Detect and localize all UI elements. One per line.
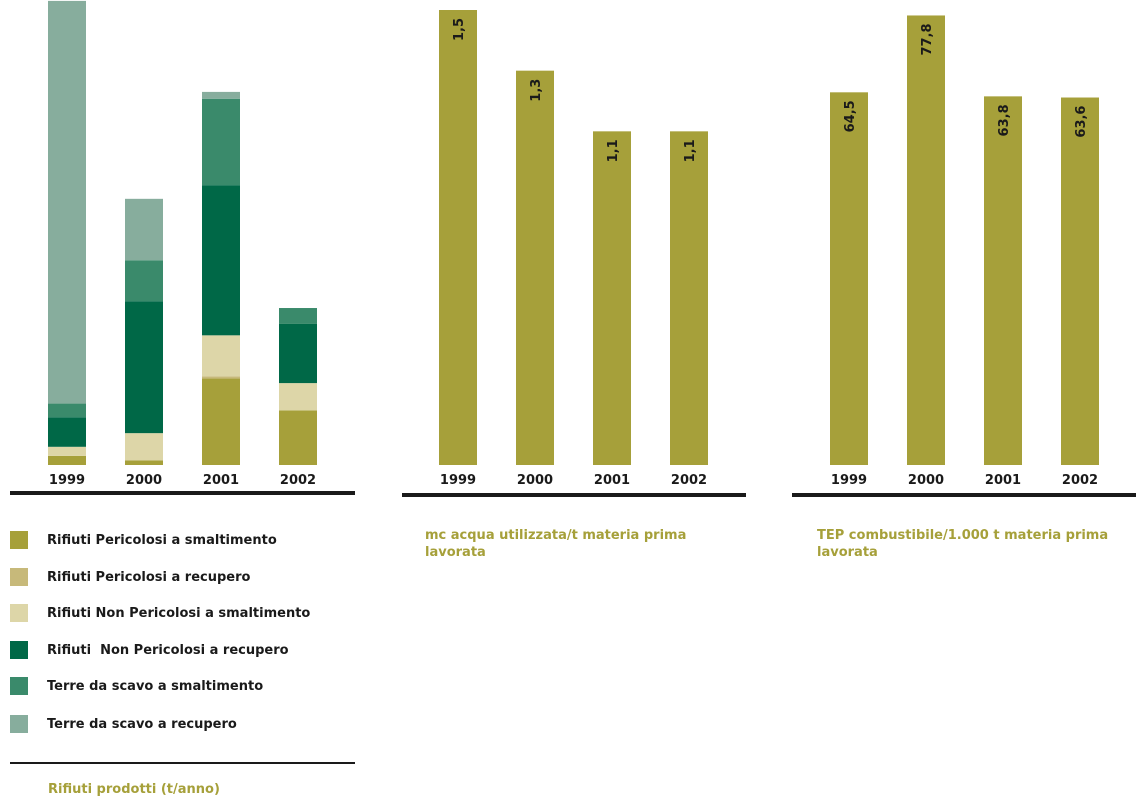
bar-segment	[202, 376, 240, 379]
data-label: 1,1	[606, 139, 621, 162]
chart3-baseline	[792, 493, 1136, 497]
bar-segment	[202, 185, 240, 336]
bar-segment	[279, 410, 317, 465]
bar	[984, 96, 1022, 466]
x-tick-label: 1999	[49, 473, 85, 488]
x-tick-label: 2001	[985, 473, 1021, 488]
legend-divider	[10, 762, 355, 764]
chart1-baseline	[10, 491, 355, 495]
legend-label: Rifiuti Pericolosi a recupero	[47, 569, 251, 585]
bar-segment	[202, 335, 240, 377]
legend-label: Rifiuti Non Pericolosi a recupero	[47, 642, 289, 658]
x-tick-label: 2001	[203, 473, 239, 488]
bar-segment	[48, 417, 86, 447]
legend-swatch	[10, 677, 28, 695]
data-label: 1,3	[529, 79, 544, 102]
x-tick-label: 2002	[671, 473, 707, 488]
bar-segment	[48, 403, 86, 418]
legend-label: Terre da scavo a smaltimento	[47, 678, 264, 694]
bar	[830, 92, 868, 465]
legend-item: Terre da scavo a recupero	[10, 714, 237, 734]
x-tick-label: 1999	[831, 473, 867, 488]
bar-segment	[202, 378, 240, 465]
chart2-caption: mc acqua utilizzata/t materia prima lavo…	[425, 528, 687, 560]
bar-segment	[202, 98, 240, 186]
legend-label: Rifiuti Non Pericolosi a smaltimento	[47, 605, 311, 621]
data-label: 63,6	[1074, 106, 1089, 138]
chart2-baseline	[402, 493, 746, 497]
bar	[670, 131, 708, 466]
data-label: 63,8	[997, 104, 1012, 136]
bar-segment	[279, 308, 317, 324]
bar-segment	[125, 301, 163, 434]
legend-swatch	[10, 641, 28, 659]
legend-item: Rifiuti Pericolosi a smaltimento	[10, 530, 277, 550]
bar-segment	[125, 198, 163, 261]
legend-swatch	[10, 604, 28, 622]
legend-label: Rifiuti Pericolosi a smaltimento	[47, 532, 277, 548]
legend-label: Terre da scavo a recupero	[47, 716, 237, 732]
chart3-caption: TEP combustibile/1.000 t materia prima l…	[817, 528, 1109, 560]
bar-segment	[125, 460, 163, 465]
bar-segment	[279, 383, 317, 411]
fuel-usage-bar-chart: 64,5 1999 77,8 2000 63,8 2001 63,6 2002	[830, 15, 1099, 488]
x-tick-label: 1999	[440, 473, 476, 488]
data-label: 1,5	[452, 18, 467, 41]
legend-swatch	[10, 568, 28, 586]
legend-swatch	[10, 531, 28, 549]
bar-segment	[48, 0, 86, 404]
bar-segment	[48, 446, 86, 456]
legend-swatch	[10, 715, 28, 733]
bar	[1061, 97, 1099, 465]
legend-item: Rifiuti Pericolosi a recupero	[10, 567, 250, 587]
x-tick-label: 2002	[280, 473, 316, 488]
x-tick-label: 2001	[594, 473, 630, 488]
legend-item: Rifiuti Non Pericolosi a recupero	[10, 640, 289, 660]
bar-segment	[48, 455, 86, 465]
data-label: 77,8	[920, 23, 935, 55]
x-tick-label: 2000	[517, 473, 553, 488]
bar	[593, 131, 631, 466]
bar	[907, 15, 945, 466]
bar-segment	[279, 323, 317, 384]
legend-item: Rifiuti Non Pericolosi a smaltimento	[10, 603, 310, 623]
bar	[439, 10, 477, 465]
x-tick-label: 2000	[126, 473, 162, 488]
water-usage-bar-chart: 1,5 1999 1,3 2000 1,1 2001 1,1 2002	[439, 10, 708, 488]
bar-segment	[125, 433, 163, 461]
data-label: 64,5	[843, 100, 858, 132]
data-label: 1,1	[683, 139, 698, 162]
legend-item: Terre da scavo a smaltimento	[10, 676, 263, 696]
x-tick-label: 2002	[1062, 473, 1098, 488]
waste-stacked-bar-chart: 1999 2000 2001 2002	[48, 0, 317, 488]
bar-segment	[125, 260, 163, 302]
bar-segment	[202, 91, 240, 99]
chart1-caption: Rifiuti prodotti (t/anno)	[48, 782, 220, 797]
bar	[516, 70, 554, 466]
x-tick-label: 2000	[908, 473, 944, 488]
